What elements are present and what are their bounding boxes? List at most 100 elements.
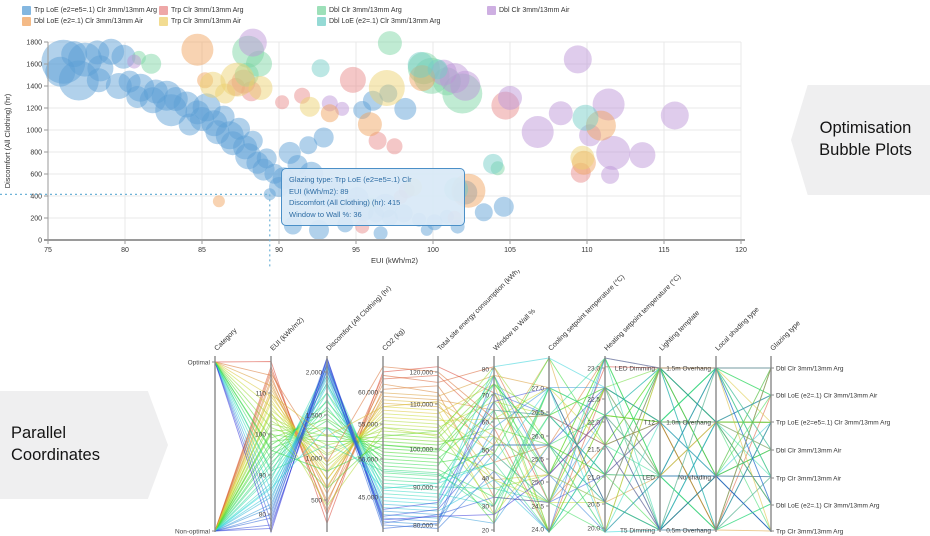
legend-item-3[interactable]: Dbl Clr 3mm/13mm Air — [487, 5, 569, 16]
svg-text:1,000: 1,000 — [306, 455, 323, 462]
svg-text:75: 75 — [44, 247, 52, 254]
svg-text:Category: Category — [213, 327, 238, 352]
tooltip-window-to-wall: Window to Wall %: 36 — [289, 209, 362, 219]
svg-text:120: 120 — [735, 247, 747, 254]
svg-text:1.0m Overhang: 1.0m Overhang — [666, 419, 711, 426]
legend-swatch-icon — [487, 6, 496, 15]
svg-text:20.0: 20.0 — [587, 525, 600, 532]
svg-text:400: 400 — [30, 194, 42, 201]
svg-text:80: 80 — [482, 366, 490, 373]
legend-label: Trp LoE (e2=e5=.1) Clr 3mm/13mm Arg — [34, 7, 158, 14]
svg-text:110: 110 — [256, 390, 267, 397]
svg-text:1800: 1800 — [26, 40, 42, 47]
svg-text:500: 500 — [311, 497, 322, 504]
svg-text:22.0: 22.0 — [587, 419, 600, 426]
legend-swatch-icon — [317, 6, 326, 15]
svg-text:90: 90 — [259, 472, 267, 479]
svg-text:1400: 1400 — [26, 84, 42, 91]
svg-text:22.5: 22.5 — [587, 396, 600, 403]
bubble-plot-section-label: Optimisation Bubble Plots — [791, 85, 930, 195]
svg-text:Trp Clr 3mm/13mm Air: Trp Clr 3mm/13mm Air — [776, 475, 842, 482]
svg-text:100: 100 — [255, 431, 266, 438]
svg-text:Discomfort (All Clothing) (hr): Discomfort (All Clothing) (hr) — [3, 93, 12, 188]
svg-text:Trp Clr 3mm/13mm Arg: Trp Clr 3mm/13mm Arg — [776, 528, 844, 535]
svg-text:110,000: 110,000 — [410, 401, 433, 408]
legend-item-0[interactable]: Trp LoE (e2=e5=.1) Clr 3mm/13mm Arg — [22, 5, 159, 16]
svg-text:Dbl Clr 3mm/13mm Air: Dbl Clr 3mm/13mm Air — [776, 447, 842, 454]
svg-text:40: 40 — [482, 475, 490, 482]
svg-text:T12: T12 — [644, 419, 656, 426]
svg-text:20: 20 — [482, 527, 490, 534]
svg-text:120,000: 120,000 — [410, 369, 434, 376]
svg-text:50: 50 — [482, 447, 490, 454]
svg-text:0: 0 — [38, 238, 42, 245]
bubble-tooltip: Glazing type: Trp LoE (e2=e5=.1) Clr EUI… — [281, 168, 465, 226]
bubble-chart[interactable]: 75 80 85 90 95 100 105 110 115 120020040060080010… — [0, 0, 790, 285]
svg-text:Optimal: Optimal — [188, 359, 211, 366]
parallel-coordinates-section-label: Parallel Coordinates — [0, 391, 168, 499]
svg-text:24.5: 24.5 — [531, 503, 544, 510]
legend-swatch-icon — [159, 6, 168, 15]
svg-text:115: 115 — [658, 247, 669, 254]
svg-text:2,000: 2,000 — [306, 369, 323, 376]
svg-text:EUI (kWh/m2): EUI (kWh/m2) — [371, 256, 419, 265]
svg-text:70: 70 — [482, 392, 490, 399]
svg-text:80,000: 80,000 — [413, 522, 433, 529]
svg-text:1600: 1600 — [26, 62, 42, 69]
legend-label: Trp Clr 3mm/13mm Air — [171, 18, 242, 25]
parallel-coordinates-chart[interactable]: Optimal Non-optimal Category 110 100 90 80 EUI … — [150, 270, 930, 536]
legend-swatch-icon — [22, 6, 31, 15]
legend-item-2[interactable]: Dbl Clr 3mm/13mm Arg — [317, 5, 487, 16]
svg-text:LED Dimming: LED Dimming — [615, 365, 655, 372]
legend-label: Dbl Clr 3mm/13mm Air — [499, 7, 570, 14]
svg-text:23.0: 23.0 — [587, 365, 600, 372]
svg-text:25.0: 25.0 — [531, 479, 544, 486]
parallel-coordinates-section-label-text: Parallel Coordinates — [11, 424, 100, 464]
svg-text:1.5m Overhang: 1.5m Overhang — [666, 365, 711, 372]
legend-label: Dbl LoE (e2=.1) Clr 3mm/13mm Arg — [329, 18, 441, 25]
svg-text:1,500: 1,500 — [306, 412, 323, 419]
svg-text:21.0: 21.0 — [587, 474, 600, 481]
svg-text:Dbl LoE (e2=.1) Clr 3mm/13mm A: Dbl LoE (e2=.1) Clr 3mm/13mm Arg — [776, 502, 880, 509]
svg-text:Discomfort (All Clothing) (hr): Discomfort (All Clothing) (hr) — [325, 285, 392, 352]
svg-text:100: 100 — [427, 247, 439, 254]
svg-text:27.0: 27.0 — [531, 385, 544, 392]
svg-text:55,000: 55,000 — [358, 421, 378, 428]
svg-text:110: 110 — [581, 247, 592, 254]
svg-text:Glazing type: Glazing type — [769, 320, 802, 353]
legend-item-1[interactable]: Trp Clr 3mm/13mm Arg — [159, 5, 317, 16]
svg-text:26.5: 26.5 — [531, 409, 544, 416]
legend-swatch-icon — [159, 17, 168, 26]
svg-text:105: 105 — [504, 247, 516, 254]
svg-text:80: 80 — [259, 511, 267, 518]
svg-text:Lighting template: Lighting template — [658, 310, 701, 353]
svg-text:No shading: No shading — [678, 474, 711, 481]
svg-text:80: 80 — [121, 247, 129, 254]
svg-text:20.5: 20.5 — [587, 501, 600, 508]
svg-text:21.5: 21.5 — [587, 446, 600, 453]
svg-text:200: 200 — [30, 216, 42, 223]
svg-text:95: 95 — [352, 247, 360, 254]
svg-text:85: 85 — [198, 247, 206, 254]
svg-text:25.5: 25.5 — [531, 456, 544, 463]
legend-item-6[interactable]: Dbl LoE (e2=.1) Clr 3mm/13mm Arg — [317, 16, 487, 27]
svg-text:EUI (kWh/m2): EUI (kWh/m2) — [269, 316, 305, 352]
legend-label: Dbl LoE (e2=.1) Clr 3mm/13mm Air — [34, 18, 144, 25]
svg-text:Dbl LoE (e2=.1) Clr 3mm/13mm A: Dbl LoE (e2=.1) Clr 3mm/13mm Air — [776, 392, 878, 399]
svg-text:60: 60 — [482, 419, 490, 426]
svg-text:Non-optimal: Non-optimal — [175, 528, 211, 535]
legend-swatch-icon — [22, 17, 31, 26]
bubble-plot-section-label-text: Optimisation Bubble Plots — [819, 119, 912, 159]
legend-label: Trp Clr 3mm/13mm Arg — [171, 7, 244, 14]
svg-text:50,000: 50,000 — [358, 456, 378, 463]
legend-item-5[interactable]: Trp Clr 3mm/13mm Air — [159, 16, 317, 27]
svg-text:30: 30 — [482, 503, 490, 510]
svg-text:90,000: 90,000 — [413, 484, 433, 491]
bubble-legend: Trp LoE (e2=e5=.1) Clr 3mm/13mm Arg Trp C… — [22, 5, 569, 27]
legend-label: Dbl Clr 3mm/13mm Arg — [329, 7, 402, 14]
svg-text:Local shading type: Local shading type — [714, 306, 760, 352]
svg-text:Dbl Clr 3mm/13mm Arg: Dbl Clr 3mm/13mm Arg — [776, 365, 844, 372]
legend-item-4[interactable]: Dbl LoE (e2=.1) Clr 3mm/13mm Air — [22, 16, 159, 27]
svg-text:800: 800 — [30, 150, 42, 157]
